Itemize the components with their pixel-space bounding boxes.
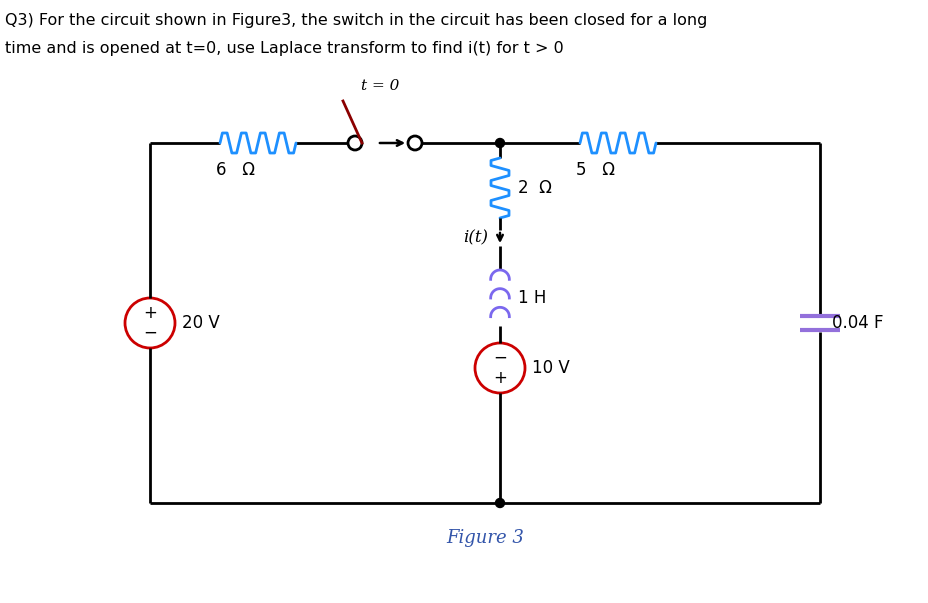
Text: 2  Ω: 2 Ω — [518, 179, 551, 197]
Text: 0.04 F: 0.04 F — [831, 314, 883, 332]
Text: time and is opened at t=0, use Laplace transform to find i(t) for t > 0: time and is opened at t=0, use Laplace t… — [5, 41, 563, 56]
Circle shape — [495, 139, 504, 148]
Text: −: − — [143, 324, 157, 342]
Text: Q3) For the circuit shown in Figure3, the switch in the circuit has been closed : Q3) For the circuit shown in Figure3, th… — [5, 13, 706, 28]
Text: −: − — [493, 349, 507, 367]
Text: 20 V: 20 V — [182, 314, 220, 332]
Text: 1 H: 1 H — [518, 289, 546, 307]
Text: +: + — [493, 369, 507, 387]
Text: t = 0: t = 0 — [360, 79, 399, 93]
Text: Figure 3: Figure 3 — [445, 529, 523, 547]
Text: 6   Ω: 6 Ω — [215, 161, 254, 179]
Text: i(t): i(t) — [462, 230, 487, 247]
Text: 5   Ω: 5 Ω — [574, 161, 613, 179]
Text: +: + — [143, 304, 157, 322]
Text: 10 V: 10 V — [532, 359, 569, 377]
Circle shape — [495, 499, 504, 508]
